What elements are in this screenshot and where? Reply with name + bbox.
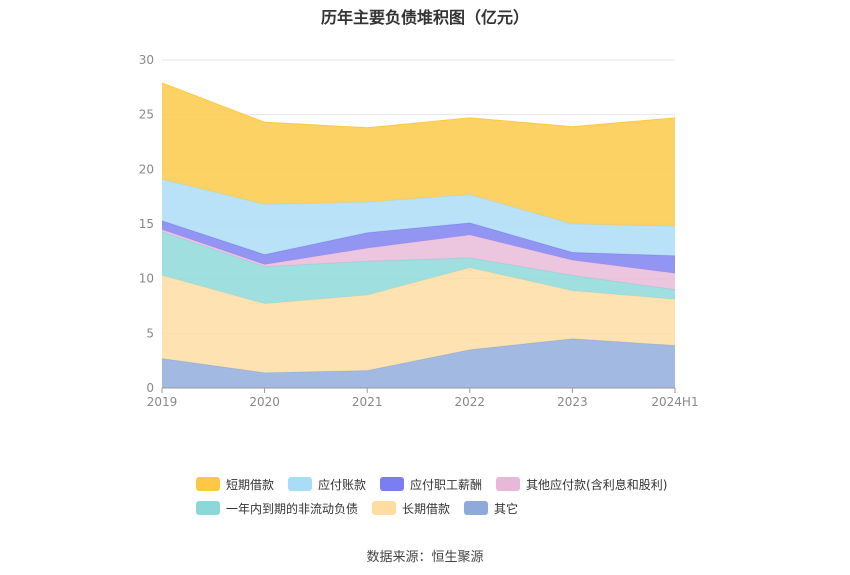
legend-item[interactable]: 应付职工薪酬 (380, 476, 482, 493)
y-tick-label: 5 (146, 326, 154, 340)
legend-item[interactable]: 长期借款 (372, 500, 450, 517)
y-tick-label: 10 (139, 272, 154, 286)
axes: 0 5 10 15 20 25 30 2019 2020 2021 2022 2023 2024H1 (139, 53, 699, 409)
x-tick-label: 2019 (147, 395, 178, 409)
legend-swatch (372, 501, 397, 515)
y-tick-label: 20 (139, 162, 154, 176)
data-source: 数据来源：恒生聚源 (366, 550, 484, 565)
stacked-area-chart: 0 5 10 15 20 25 30 2019 2020 2021 2022 2023 2024H1 (139, 53, 699, 409)
legend-item[interactable]: 其它 (464, 500, 518, 517)
legend-label: 其他应付款(含利息和股利) (526, 477, 668, 492)
area-series-2 (162, 231, 675, 304)
legend-swatch (196, 501, 220, 515)
legend-label: 短期借款 (226, 477, 275, 492)
legend-label: 应付账款 (318, 477, 367, 492)
y-tick-label: 0 (146, 381, 154, 395)
area-series-6 (162, 83, 675, 227)
legend-swatch (496, 477, 521, 491)
area-series (161, 82, 676, 388)
legend-swatch (288, 477, 313, 491)
x-tick-label: 2020 (249, 395, 280, 409)
chart-title: 历年主要负债堆积图（亿元） (320, 8, 529, 27)
x-tick-label: 2023 (557, 395, 588, 409)
legend-label: 一年内到期的非流动负债 (226, 501, 359, 516)
legend-label: 其它 (494, 501, 519, 516)
legend-swatch (464, 501, 489, 515)
area-series-0 (162, 338, 675, 388)
legend-swatch (196, 477, 220, 491)
legend-label: 应付职工薪酬 (410, 477, 483, 492)
y-tick-label: 25 (139, 108, 154, 122)
area-series-5 (162, 179, 675, 256)
legend-item[interactable]: 一年内到期的非流动负债 (196, 500, 358, 517)
legend-swatch (380, 477, 405, 491)
area-series-4 (162, 220, 675, 274)
y-tick-label: 15 (139, 217, 154, 231)
legend-item[interactable]: 其他应付款(含利息和股利) (496, 476, 667, 493)
x-tick-label: 2024H1 (651, 395, 698, 409)
x-tick-label: 2021 (352, 395, 383, 409)
x-tick-label: 2022 (455, 395, 486, 409)
legend-label: 长期借款 (402, 501, 451, 516)
area-series-edge-6 (161, 82, 676, 129)
legend: 短期借款 应付账款 应付职工薪酬 其他应付款(含利息和股利) 一年内到期的非流动负债 长… (196, 472, 716, 520)
legend-item[interactable]: 短期借款 (196, 476, 274, 493)
legend-item[interactable]: 应付账款 (288, 476, 366, 493)
legend-row: 短期借款 应付账款 应付职工薪酬 其他应付款(含利息和股利) (196, 472, 716, 496)
area-series-1 (162, 267, 675, 373)
legend-row: 一年内到期的非流动负债 长期借款 其它 (196, 496, 716, 520)
y-tick-label: 30 (139, 53, 154, 67)
area-series-3 (162, 229, 675, 290)
